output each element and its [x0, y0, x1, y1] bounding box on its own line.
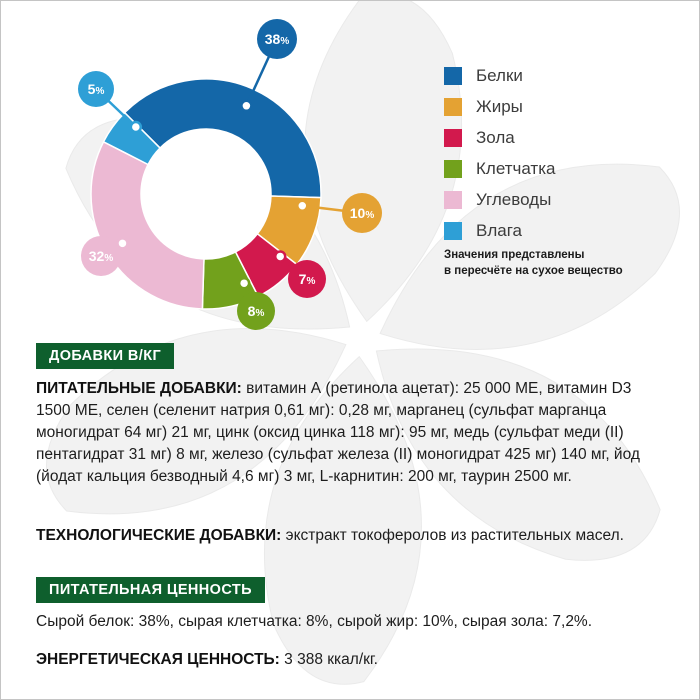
technological-additives-text: экстракт токоферолов из растительных мас…: [285, 527, 624, 544]
callout-dot-Углеводы: [116, 237, 129, 250]
donut-hole: [141, 129, 271, 259]
analysis-text: Сырой белок: 38%, сырая клетчатка: 8%, с…: [36, 613, 593, 630]
section-header-additives: ДОБАВКИ В/КГ: [36, 343, 175, 369]
legend-item-Зола: Зола: [444, 128, 556, 147]
legend-swatch-Углеводы: [444, 191, 462, 209]
donut-segment-Углеводы: [90, 140, 205, 310]
donut-segment-Влага: [102, 111, 162, 166]
callout-value-Белки: 38%: [265, 31, 290, 47]
donut-chart: 38% 10% 7% 8% 32% 5%: [78, 19, 382, 330]
chart-note: Значения представлены в пересчёте на сух…: [444, 247, 623, 279]
callout-bubble-Углеводы: [81, 236, 121, 276]
callout-value-Углеводы: 32%: [89, 248, 114, 264]
callout-bubble-Влага: [78, 71, 114, 107]
legend-item-Влага: Влага: [444, 221, 556, 240]
legend-item-Белки: Белки: [444, 66, 556, 85]
callout-bubble-Зола: [288, 260, 326, 298]
section-header-additives-label: ДОБАВКИ В/КГ: [49, 348, 162, 364]
energy-paragraph: ЭНЕРГЕТИЧЕСКАЯ ЦЕННОСТЬ: 3 388 ккал/кг.: [36, 649, 668, 671]
nutritional-additives-label: ПИТАТЕЛЬНЫЕ ДОБАВКИ:: [36, 380, 242, 397]
callout-dot-Клетчатка: [237, 276, 251, 290]
donut-segment-Белки: [123, 78, 322, 199]
legend-label-Зола: Зола: [476, 128, 515, 147]
legend-label-Клетчатка: Клетчатка: [476, 159, 556, 178]
legend-swatch-Влага: [444, 222, 462, 240]
chart-note-line1: Значения представлены: [444, 249, 585, 261]
callout-dot-Зола: [273, 250, 287, 263]
energy-value: 3 388 ккал/кг.: [284, 651, 378, 668]
callout-bubble-Белки: [257, 19, 297, 59]
callout-value-Клетчатка: 8%: [248, 303, 265, 319]
callout-value-Влага: 5%: [88, 81, 105, 97]
nutritional-additives-text: витамин А (ретинола ацетат): 25 000 МЕ, …: [36, 380, 640, 485]
legend-label-Белки: Белки: [476, 66, 523, 85]
legend-label-Жиры: Жиры: [476, 97, 523, 116]
section-header-nutrition-label: ПИТАТЕЛЬНАЯ ЦЕННОСТЬ: [49, 582, 252, 598]
legend-swatch-Клетчатка: [444, 160, 462, 178]
technological-additives-paragraph: ТЕХНОЛОГИЧЕСКИЕ ДОБАВКИ: экстракт токофе…: [36, 525, 668, 547]
legend-item-Клетчатка: Клетчатка: [444, 159, 556, 178]
callout-dot-Жиры: [296, 199, 309, 212]
chart-legend: Белки Жиры Зола Клетчатка Углеводы Влага: [444, 66, 556, 240]
section-header-nutrition: ПИТАТЕЛЬНАЯ ЦЕННОСТЬ: [36, 577, 265, 603]
legend-item-Углеводы: Углеводы: [444, 190, 556, 209]
analysis-paragraph: Сырой белок: 38%, сырая клетчатка: 8%, с…: [36, 611, 668, 633]
technological-additives-label: ТЕХНОЛОГИЧЕСКИЕ ДОБАВКИ:: [36, 527, 282, 544]
callout-bubble-Клетчатка: [237, 292, 275, 330]
nutritional-additives-paragraph: ПИТАТЕЛЬНЫЕ ДОБАВКИ: витамин А (ретинола…: [36, 378, 668, 488]
callout-bubble-Жиры: [342, 193, 382, 233]
callout-dot-Белки: [240, 99, 253, 113]
legend-label-Углеводы: Углеводы: [476, 190, 552, 209]
callout-value-Зола: 7%: [299, 271, 316, 287]
legend-swatch-Жиры: [444, 98, 462, 116]
callout-dot-Влага: [129, 120, 143, 134]
legend-swatch-Зола: [444, 129, 462, 147]
chart-note-line2: в пересчёте на сухое вещество: [444, 265, 623, 278]
legend-label-Влага: Влага: [476, 221, 522, 240]
callout-value-Жиры: 10%: [350, 205, 375, 221]
energy-label: ЭНЕРГЕТИЧЕСКАЯ ЦЕННОСТЬ:: [36, 651, 280, 668]
legend-swatch-Белки: [444, 67, 462, 85]
legend-item-Жиры: Жиры: [444, 97, 556, 116]
